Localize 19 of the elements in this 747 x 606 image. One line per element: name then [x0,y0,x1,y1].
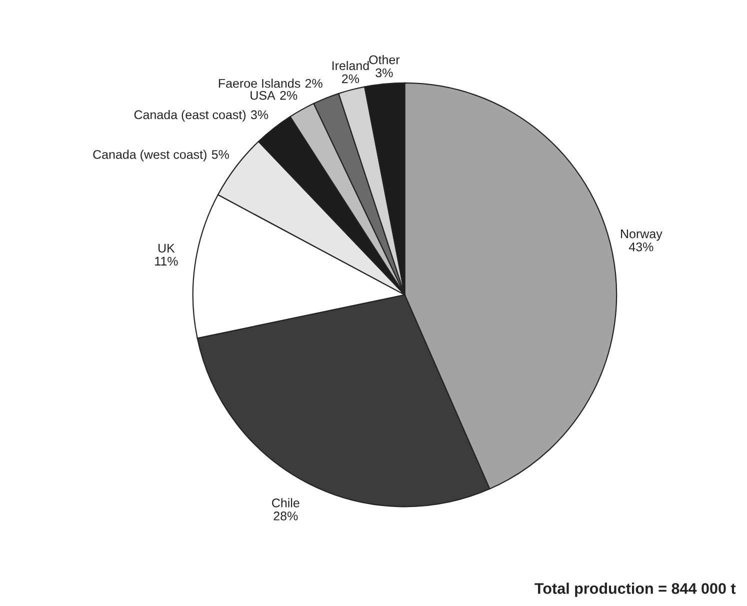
slice-label: Canada (east coast) [134,110,246,122]
data-label: 2% [305,78,322,88]
slice-label: UK [158,244,175,253]
slice-label: Other [369,55,400,64]
data-label: 11% [155,256,178,266]
slice-label: Faeroe Islands [218,78,300,88]
data-label: 3% [376,68,393,78]
slice-label: Chile [272,498,300,508]
data-label: 43% [628,242,654,252]
data-label: 3% [250,110,268,120]
data-label: 5% [212,150,229,159]
data-label: 2% [280,90,298,100]
slice-label: Canada (west coast) [93,150,206,162]
slice-label: USA [250,90,276,100]
text: Total production = 844 000 t [534,582,736,597]
data-label: 28% [274,512,298,520]
slice-label: Ireland [332,60,369,70]
data-label: 2% [342,74,360,84]
slice-label: Norway [621,230,662,241]
